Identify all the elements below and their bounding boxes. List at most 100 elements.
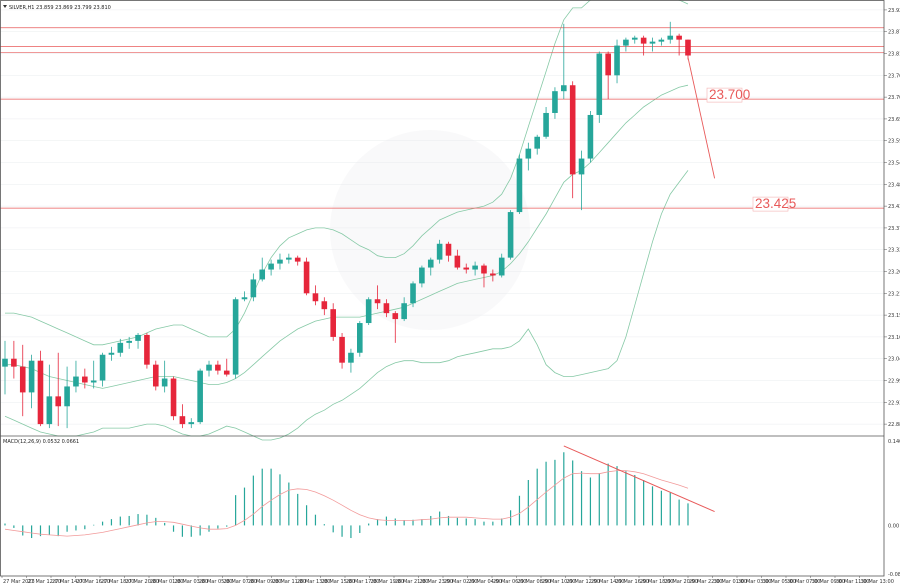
candle-body bbox=[667, 35, 674, 40]
x-tick-label: 29 Mar 16:00 bbox=[616, 579, 649, 585]
watermark bbox=[330, 130, 530, 330]
candle-body bbox=[543, 112, 549, 137]
x-tick-label: 28 Mar 03:00 bbox=[175, 579, 208, 585]
x-tick-label: 30 Mar 05:00 bbox=[763, 579, 796, 585]
candle-body bbox=[73, 376, 79, 387]
y-tick-label: 23.540 bbox=[888, 161, 900, 167]
candle-body bbox=[481, 265, 487, 274]
candle-body bbox=[498, 257, 505, 276]
candle-body bbox=[587, 114, 594, 159]
x-tick-label: 30 Mar 03:00 bbox=[738, 579, 771, 585]
candle-body bbox=[561, 85, 567, 92]
y-tick-label: 23.815 bbox=[888, 52, 900, 58]
y-tick-label: 23.320 bbox=[888, 248, 900, 254]
candle-body bbox=[259, 269, 266, 280]
price-axis-ticks: 23.925 23.870 23.815 23.760 23.705 23.650 23.5… bbox=[884, 8, 900, 428]
candle-body bbox=[348, 352, 354, 363]
candle-body bbox=[286, 257, 292, 260]
candle-body bbox=[197, 370, 203, 423]
candle-body bbox=[108, 352, 115, 355]
y-tick-label: 23.870 bbox=[888, 30, 900, 36]
candle-body bbox=[357, 323, 363, 353]
x-tick-label: 30 Mar 07:00 bbox=[787, 579, 820, 585]
y-tick-label: 22.935 bbox=[888, 400, 900, 406]
candle-body bbox=[569, 85, 576, 175]
x-tick-label: 29 Mar 06:00 bbox=[493, 579, 526, 585]
candle-body bbox=[649, 41, 656, 44]
y-tick-label: 23.705 bbox=[888, 95, 900, 101]
candle-body bbox=[516, 158, 523, 213]
macd-y-tick-label: -0.0802 bbox=[888, 572, 900, 578]
candle-body bbox=[303, 261, 310, 294]
candle-body bbox=[188, 422, 195, 425]
candle-body bbox=[161, 378, 168, 387]
candle-body bbox=[126, 340, 132, 343]
candle-body bbox=[676, 35, 682, 40]
candle-body bbox=[507, 212, 514, 258]
candle-body bbox=[28, 360, 35, 393]
x-tick-label: 30 Mar 09:00 bbox=[812, 579, 845, 585]
candle-body bbox=[525, 148, 532, 159]
candle-body bbox=[640, 37, 647, 44]
y-tick-label: 23.760 bbox=[888, 73, 900, 79]
bollinger-lower-line bbox=[4, 170, 689, 441]
x-tick-label: 27 Mar 16:00 bbox=[77, 579, 110, 585]
x-tick-label: 29 Mar 22:00 bbox=[689, 579, 722, 585]
candle-body bbox=[312, 293, 319, 302]
candle-body bbox=[685, 39, 691, 56]
symbol-header-text: SILVER,H1 23.859 23.869 23.799 23.810 bbox=[9, 5, 111, 11]
level-label-box bbox=[752, 196, 789, 212]
x-tick-label: 30 Mar 13:00 bbox=[861, 579, 894, 585]
y-tick-label: 23.375 bbox=[888, 226, 900, 232]
x-tick-label: 28 Mar 09:00 bbox=[248, 579, 281, 585]
level-label-box bbox=[706, 87, 743, 103]
candle-body bbox=[339, 336, 345, 363]
candle-body bbox=[250, 279, 257, 298]
candle-body bbox=[268, 263, 274, 270]
x-tick-label: 29 Mar 04:00 bbox=[469, 579, 502, 585]
indicator-header: MACD(12,26,9) 0.0532 0.0661 bbox=[3, 439, 79, 445]
y-tick-label: 23.925 bbox=[888, 8, 900, 14]
candle-body bbox=[596, 53, 603, 115]
candle-body bbox=[170, 378, 177, 417]
y-tick-label: 22.880 bbox=[888, 422, 900, 428]
y-tick-label: 23.430 bbox=[888, 204, 900, 210]
x-tick-label: 27 Mar 20:00 bbox=[126, 579, 159, 585]
x-tick-label: 27 Mar 2023 bbox=[3, 579, 35, 585]
price-panel-grid bbox=[0, 9, 884, 425]
macd-y-tick-label: 0.00 bbox=[888, 523, 899, 529]
candle-body bbox=[55, 396, 62, 407]
axes bbox=[0, 0, 885, 577]
horizontal-levels bbox=[0, 27, 884, 209]
x-tick-label: 28 Mar 23:00 bbox=[420, 579, 453, 585]
candle-body bbox=[365, 299, 372, 324]
level-label-text: 23.425 bbox=[755, 196, 796, 211]
candle-body bbox=[232, 299, 239, 375]
candle-body bbox=[410, 283, 416, 304]
candle-body bbox=[11, 358, 17, 367]
candle-body bbox=[321, 301, 328, 310]
candle-body bbox=[215, 364, 221, 371]
y-tick-label: 23.265 bbox=[888, 270, 900, 276]
candle-body bbox=[401, 303, 407, 320]
candle-body bbox=[419, 267, 425, 284]
x-tick-label: 28 Mar 13:00 bbox=[297, 579, 330, 585]
x-tick-label: 29 Mar 02:00 bbox=[444, 579, 477, 585]
x-tick-label: 28 Mar 01:00 bbox=[150, 579, 183, 585]
candle-body bbox=[179, 416, 186, 425]
x-tick-label: 29 Mar 08:00 bbox=[518, 579, 551, 585]
x-tick-label: 28 Mar 19:00 bbox=[371, 579, 404, 585]
macd-trendline bbox=[563, 445, 715, 513]
candle-body bbox=[2, 358, 8, 367]
candle-body bbox=[135, 334, 141, 341]
y-tick-label: 22.990 bbox=[888, 379, 900, 385]
x-tick-label: 29 Mar 10:00 bbox=[542, 579, 575, 585]
macd-signal-line bbox=[4, 470, 689, 537]
x-tick-label: 29 Mar 14:00 bbox=[591, 579, 624, 585]
candle-body bbox=[223, 370, 230, 375]
candle-body bbox=[490, 273, 496, 276]
candle-body bbox=[90, 380, 97, 383]
candle-body bbox=[631, 37, 638, 40]
